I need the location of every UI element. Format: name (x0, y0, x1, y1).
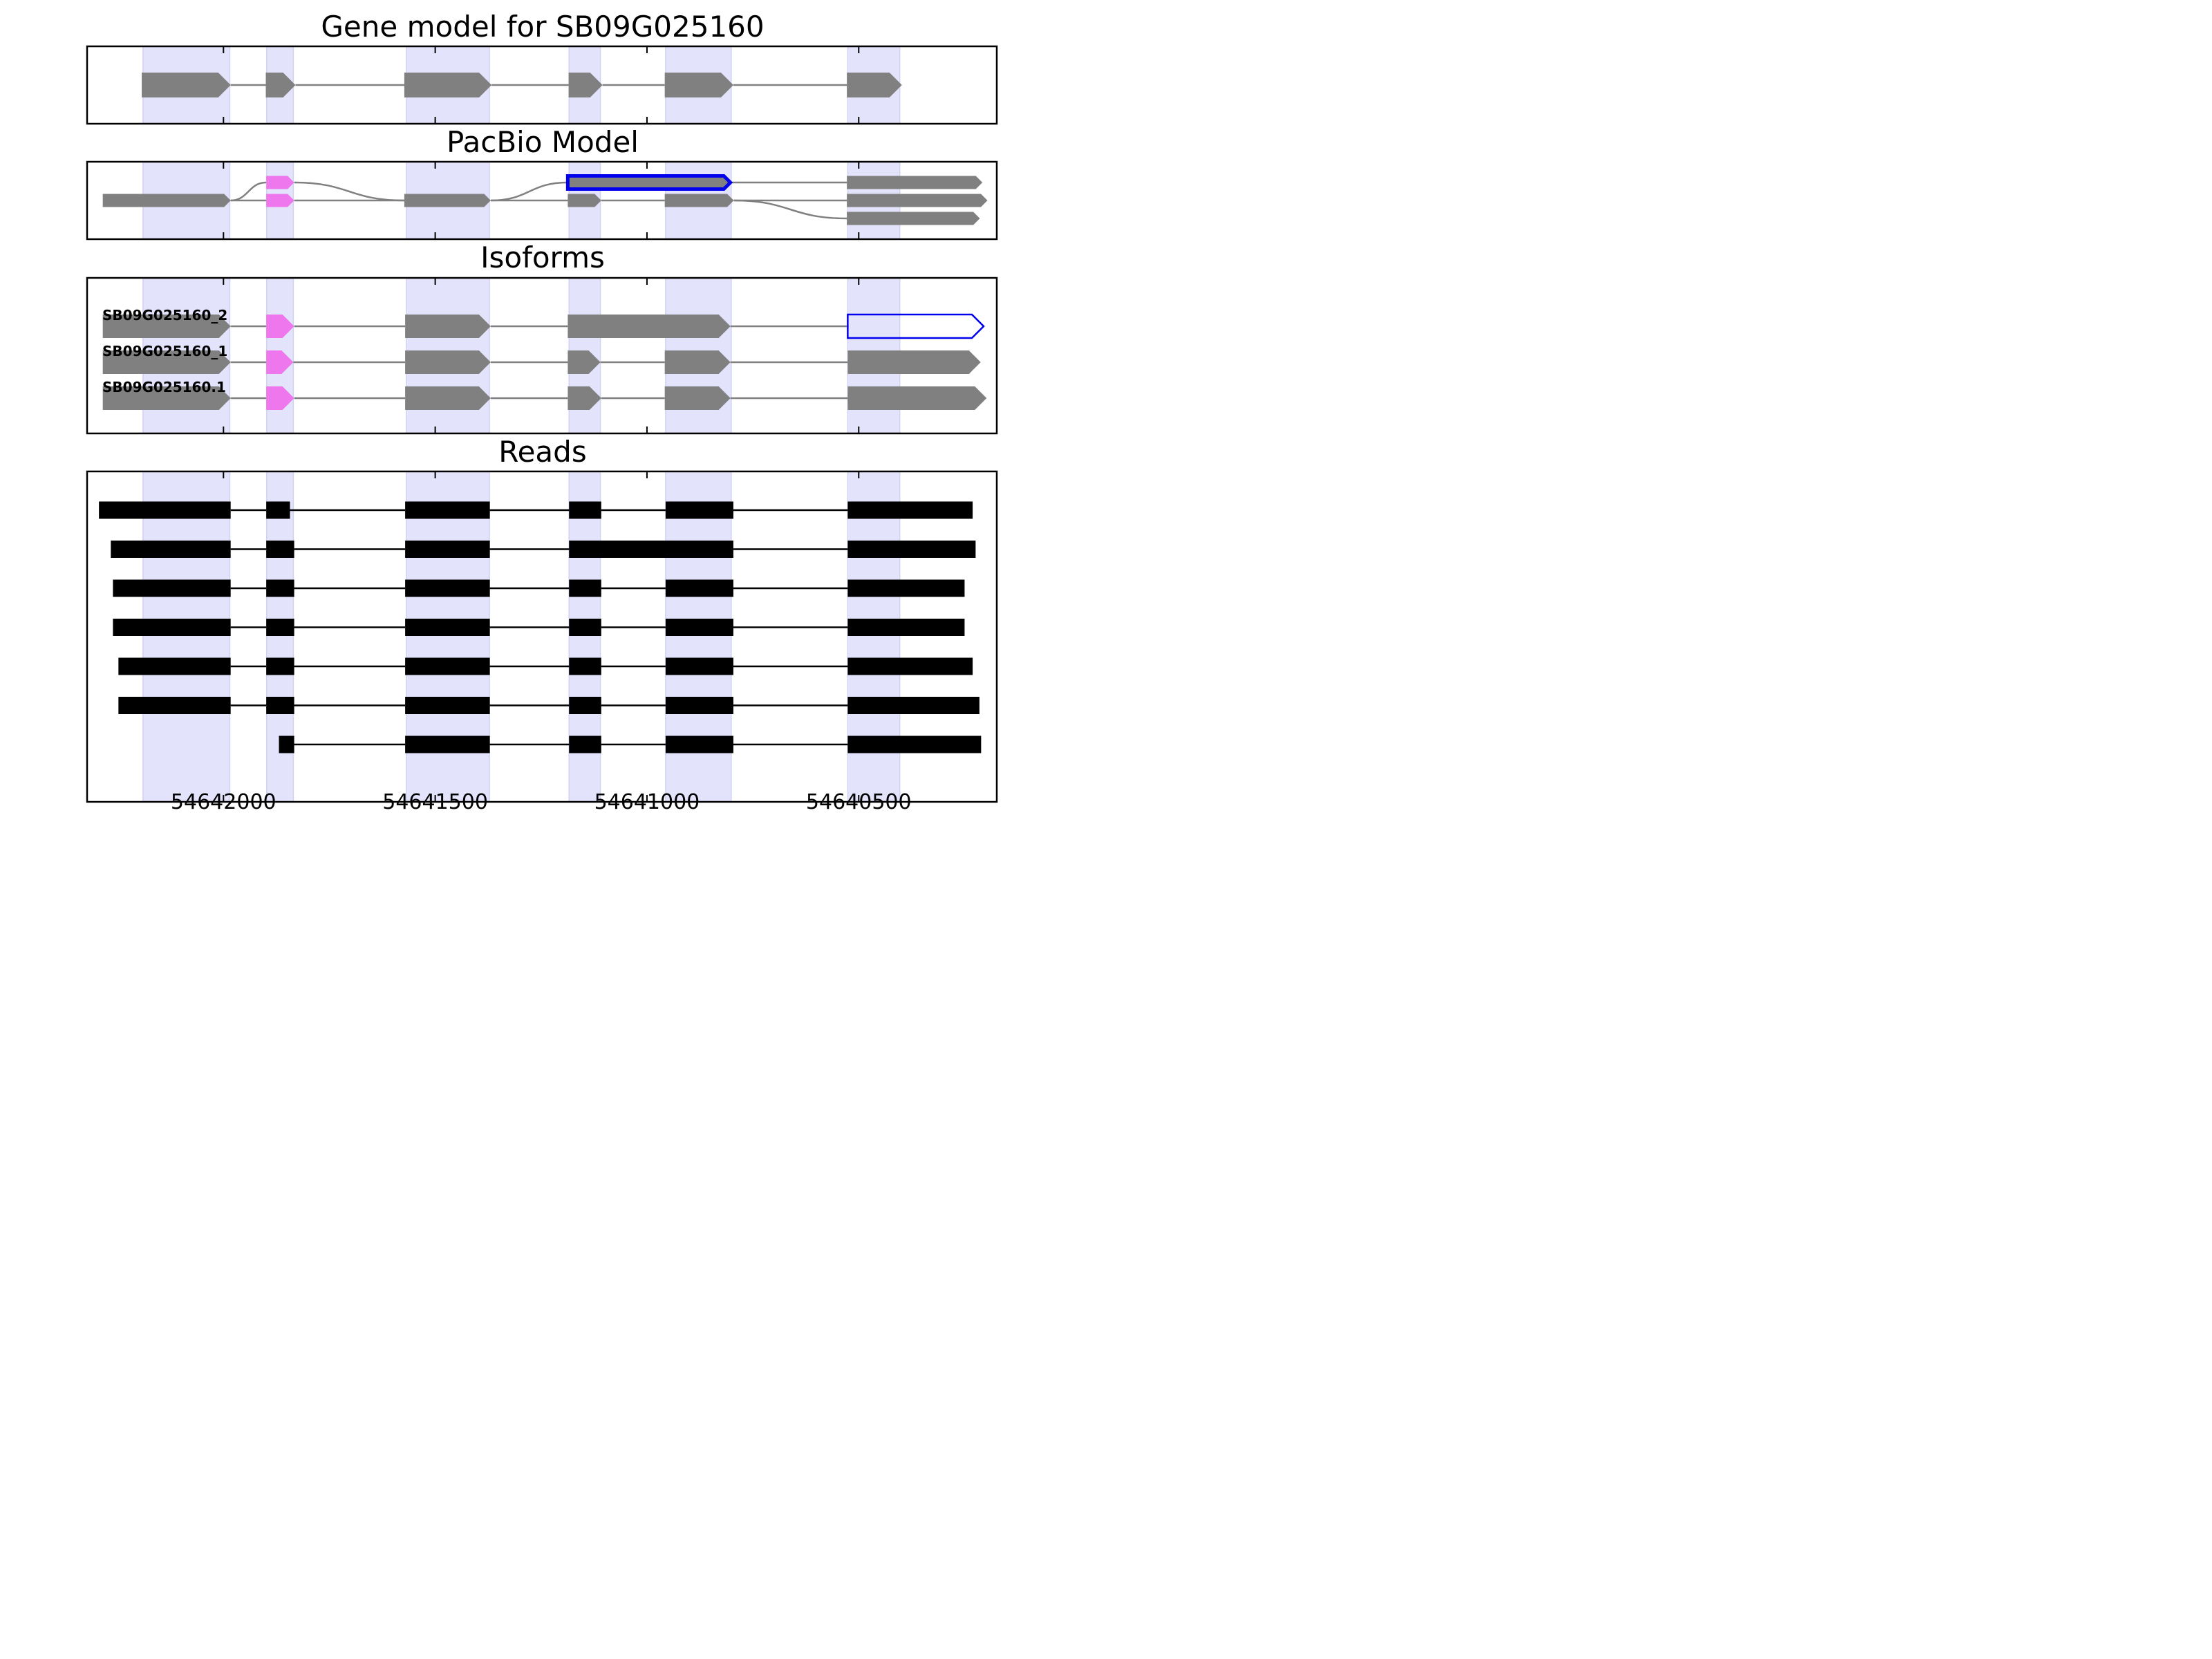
splice-edge (733, 199, 847, 220)
exon-node (266, 194, 294, 207)
read-block (569, 501, 601, 519)
read-block (405, 579, 490, 597)
read-block (405, 619, 490, 636)
read-block (569, 541, 733, 558)
exon-arrow (405, 386, 491, 410)
panel-frame (86, 45, 998, 125)
title-gene-model: Gene model for SB09G025160 (321, 10, 764, 44)
read-block (113, 619, 231, 636)
read-block (569, 619, 601, 636)
x-tick-label: 54640500 (806, 790, 912, 812)
utr-exon-arrow (266, 315, 294, 338)
highlighted-exon-node (565, 174, 733, 191)
read-block (405, 735, 490, 753)
utr-exon-arrow (266, 386, 294, 410)
exon-arrow (102, 315, 231, 338)
read-block (847, 657, 973, 675)
exon-region-shade (142, 471, 231, 803)
exon-arrow (568, 386, 601, 410)
exon-arrow (847, 386, 987, 410)
exon-node (847, 212, 980, 225)
isoform-label: SB09G025160_2 (102, 307, 227, 324)
exon-arrow (102, 386, 231, 410)
isoform-label: SB09G025160.1 (102, 379, 226, 395)
read-block (569, 579, 601, 597)
exon-node (847, 176, 983, 189)
read-block (405, 501, 490, 519)
read-block (569, 697, 601, 714)
exon-arrow (102, 350, 231, 374)
exon-arrow (847, 73, 902, 97)
splice-edge (294, 181, 404, 202)
splice-edge (490, 181, 568, 202)
exon-node (568, 194, 601, 207)
utr-exon-arrow (266, 350, 294, 374)
read-block (266, 697, 294, 714)
exon-arrow (847, 350, 981, 374)
title-isoforms: Isoforms (480, 241, 605, 274)
exon-node (664, 194, 734, 207)
panel-frame (86, 160, 998, 241)
splice-edge (230, 181, 267, 202)
read-block (569, 735, 601, 753)
exon-node (102, 194, 231, 207)
exon-arrow (664, 386, 731, 410)
read-block (405, 541, 490, 558)
read-block (569, 657, 601, 675)
read-block (665, 697, 733, 714)
panel-frame (86, 470, 998, 803)
exon-arrow (404, 73, 492, 97)
read-block (847, 541, 976, 558)
panel-frame (86, 276, 998, 435)
x-tick-label: 54642000 (171, 790, 276, 812)
exon-arrow (664, 73, 733, 97)
read-block (405, 697, 490, 714)
exon-node (266, 176, 294, 189)
exon-arrow (405, 315, 491, 338)
read-block (99, 501, 231, 519)
read-block (665, 579, 733, 597)
read-block (847, 619, 965, 636)
read-block (113, 579, 231, 597)
read-block (279, 735, 294, 753)
x-tick-label: 54641000 (594, 790, 700, 812)
read-block (665, 735, 733, 753)
read-block (665, 657, 733, 675)
read-block (847, 697, 980, 714)
gene-model-figure: Gene model for SB09G025160 PacBio Model … (86, 10, 998, 812)
read-block (665, 619, 733, 636)
exon-arrow (568, 73, 603, 97)
exon-node (847, 194, 988, 207)
read-block (111, 541, 231, 558)
read-block (266, 657, 294, 675)
title-reads: Reads (498, 435, 586, 469)
exon-arrow (265, 73, 296, 97)
exon-arrow (142, 73, 231, 97)
read-block (405, 657, 490, 675)
isoform-label: SB09G025160_1 (102, 343, 227, 359)
read-block (847, 501, 973, 519)
read-block (266, 501, 290, 519)
read-block (266, 541, 294, 558)
exon-arrow (664, 350, 731, 374)
read-block (118, 657, 231, 675)
read-block (266, 619, 294, 636)
read-block (847, 735, 982, 753)
exon-arrow (568, 315, 731, 338)
exon-node (404, 194, 491, 207)
read-block (665, 501, 733, 519)
title-pacbio-model: PacBio Model (447, 125, 639, 159)
exon-arrow (568, 350, 601, 374)
read-block (266, 579, 294, 597)
x-tick-label: 54641500 (382, 790, 488, 812)
read-block (847, 579, 965, 597)
read-block (118, 697, 231, 714)
highlighted-exon (847, 313, 985, 339)
exon-arrow (405, 350, 491, 374)
